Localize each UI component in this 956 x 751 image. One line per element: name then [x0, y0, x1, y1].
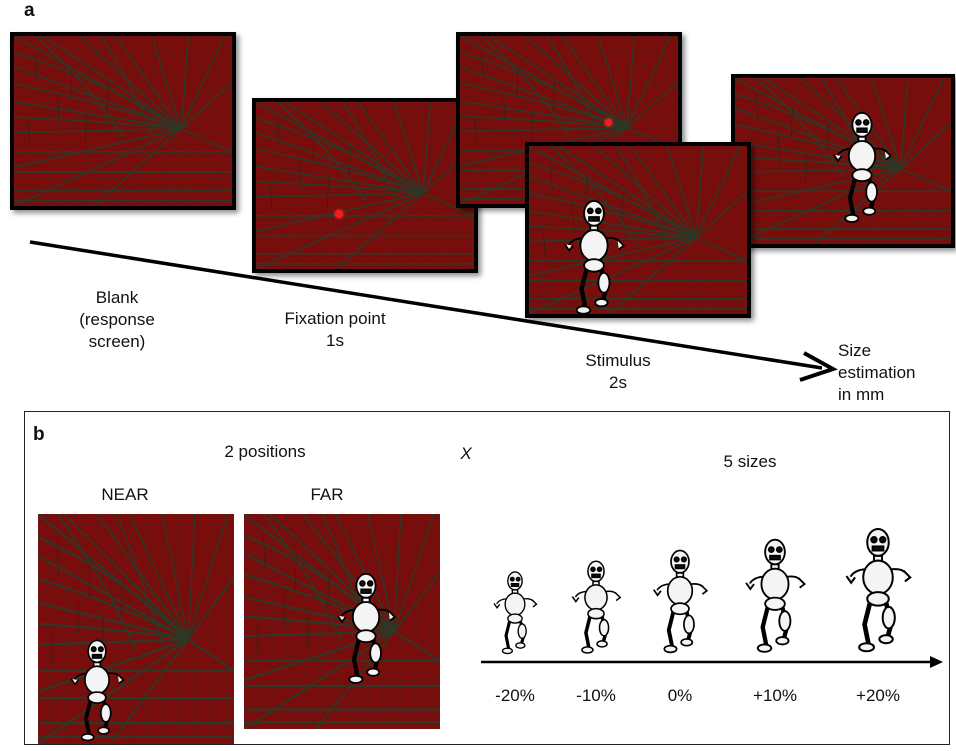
stimulus-screen-near [525, 142, 751, 318]
stimulus-label-line: Stimulus [585, 351, 651, 370]
timeline-arrow [29, 240, 838, 382]
positions-label: 2 positions [224, 442, 306, 461]
stimulus-label-line: 2s [609, 373, 627, 392]
panel-b: b 2 positions X 5 sizes NEAR FAR -20% -10… [24, 411, 950, 745]
fixation-dot [605, 119, 612, 126]
size-tick-label: -10% [576, 686, 616, 705]
size-tick-label: 0% [668, 686, 693, 705]
fixation-dot [335, 210, 343, 218]
size-tick-label: +20% [856, 686, 900, 705]
size-label-line: estimation [838, 363, 916, 382]
size-robot [494, 572, 537, 654]
blank-label-line: screen) [88, 332, 146, 351]
stimulus-label: Stimulus 2s [558, 350, 678, 394]
blank-label-line: (response [79, 310, 155, 329]
size-tick-label: -20% [495, 686, 535, 705]
size-tick-label: +10% [753, 686, 797, 705]
blank-label: Blank (response screen) [62, 287, 172, 353]
size-estimation-label: Size estimation in mm [838, 340, 948, 406]
fixation-label-line: Fixation point [284, 309, 386, 328]
size-label-line: Size [838, 341, 872, 360]
near-label: NEAR [101, 485, 149, 504]
blank-screen [10, 32, 236, 210]
size-robot [572, 561, 620, 653]
size-variation-strip: -20% -10% 0% +10% +20% [481, 412, 943, 705]
panel-a-letter: a [24, 0, 35, 21]
fixation-screen [252, 98, 478, 273]
fixation-label-line: 1s [326, 331, 344, 350]
blank-label-line: Blank [95, 288, 139, 307]
size-robot [846, 529, 910, 651]
size-robot [654, 550, 707, 652]
size-label-line: in mm [838, 385, 885, 404]
far-label: FAR [310, 485, 344, 504]
times-symbol: X [460, 444, 472, 463]
panel-b-letter: b [33, 424, 45, 445]
size-robot [746, 540, 805, 652]
fixation-label: Fixation point 1s [260, 308, 410, 352]
sizes-label: 5 sizes [723, 452, 777, 471]
